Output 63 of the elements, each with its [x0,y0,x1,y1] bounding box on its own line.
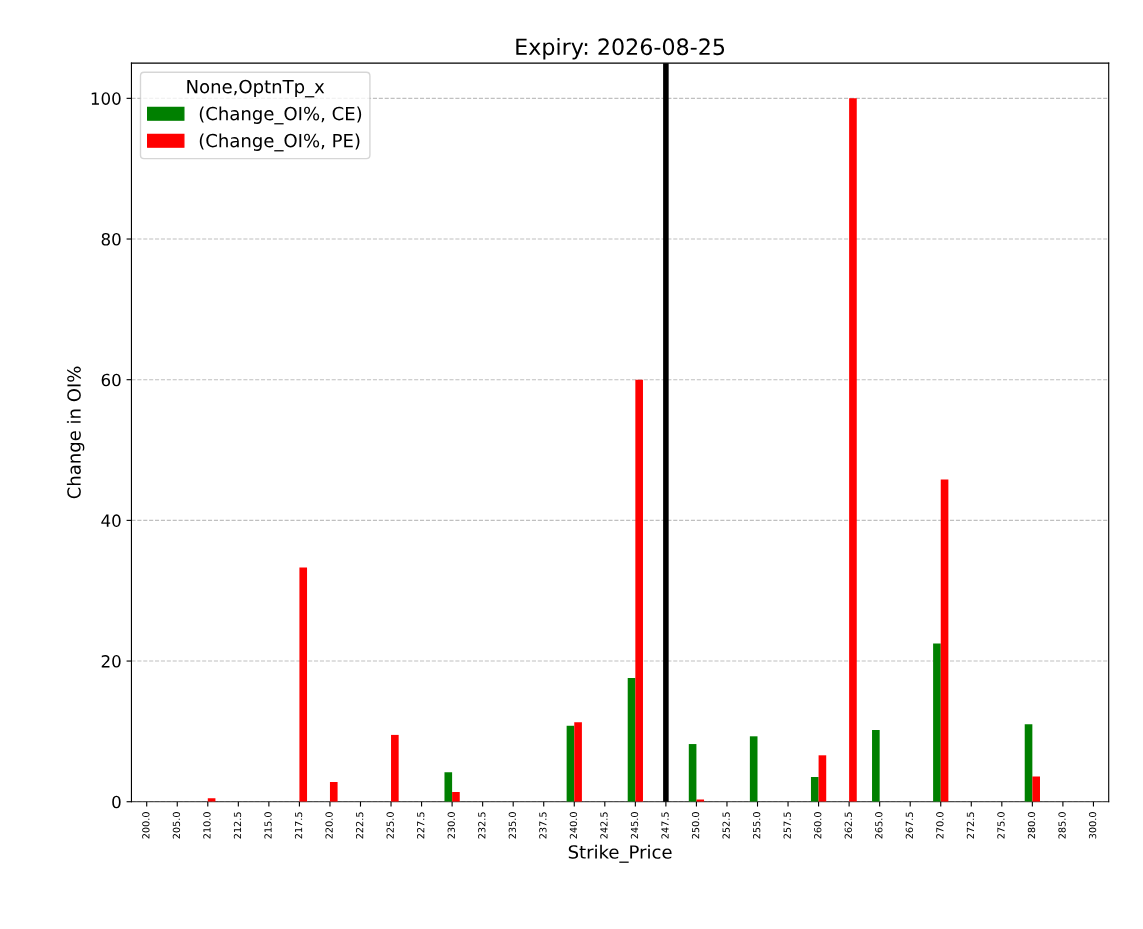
y-tick-label: 100 [91,92,121,105]
bar [444,772,453,802]
bar [1024,724,1033,802]
x-tick-label: 225.0 [386,812,394,839]
bar [329,782,338,802]
y-tick-label: 40 [101,514,121,527]
bar [391,734,399,802]
bar [810,777,819,802]
x-tick-label: 230.0 [447,812,455,839]
legend-title: None,OptnTp_x [187,79,325,98]
bar [872,729,880,802]
x-tick-label: 272.5 [966,812,975,839]
bar [849,98,857,802]
bar [566,725,575,802]
y-tick-label: 60 [101,373,121,387]
bar [299,567,308,802]
x-tick-label: 247.5 [661,812,669,839]
bar [749,736,758,802]
bar [933,643,941,802]
x-tick-label: 250.0 [691,812,700,839]
x-axis-title: Strike_Price [568,844,672,863]
bar [635,379,643,802]
bar [627,677,636,802]
x-tick-label: 255.0 [752,812,761,839]
x-tick-label: 265.0 [875,812,883,839]
x-tick-label: 237.5 [539,812,547,839]
x-tick-label: 260.0 [814,812,822,839]
legend-label: (Change_OI%, PE) [199,133,360,152]
x-tick-label: 300.0 [1088,812,1097,839]
legend-label: (Change_OI%, CE) [199,106,362,125]
y-tick-label: 0 [112,795,121,809]
x-tick-label: 235.0 [508,812,517,839]
bar [452,791,460,802]
bar [688,744,697,802]
x-tick-label: 232.5 [478,812,486,839]
bar [574,722,582,802]
bar [940,479,949,802]
x-tick-label: 252.5 [722,812,730,839]
x-tick-label: 220.0 [325,812,333,839]
x-tick-label: 240.0 [569,812,578,839]
x-tick-label: 275.0 [997,812,1005,839]
x-tick-label: 222.5 [355,812,364,839]
x-tick-label: 215.0 [264,812,272,839]
x-tick-label: 280.0 [1027,812,1036,839]
x-tick-label: 267.5 [905,812,914,839]
x-tick-label: 227.5 [417,812,425,839]
y-tick-label: 20 [101,655,121,668]
x-tick-label: 262.5 [844,812,852,839]
y-axis-title: Change in OI% [66,366,85,499]
x-tick-label: 257.5 [783,812,791,839]
x-tick-label: 200.0 [142,812,150,839]
chart-title: Expiry: 2026-08-25 [516,37,725,60]
x-tick-label: 245.0 [630,812,639,839]
bar [818,755,827,802]
x-tick-label: 217.5 [294,812,303,839]
x-tick-label: 285.0 [1058,812,1066,839]
x-tick-label: 270.0 [936,812,944,839]
x-tick-label: 212.5 [233,812,242,839]
y-tick-label: 80 [101,232,121,246]
x-tick-label: 242.5 [600,812,608,839]
x-tick-label: 210.0 [203,812,211,839]
bar [1032,776,1040,802]
x-tick-label: 205.0 [172,812,181,839]
